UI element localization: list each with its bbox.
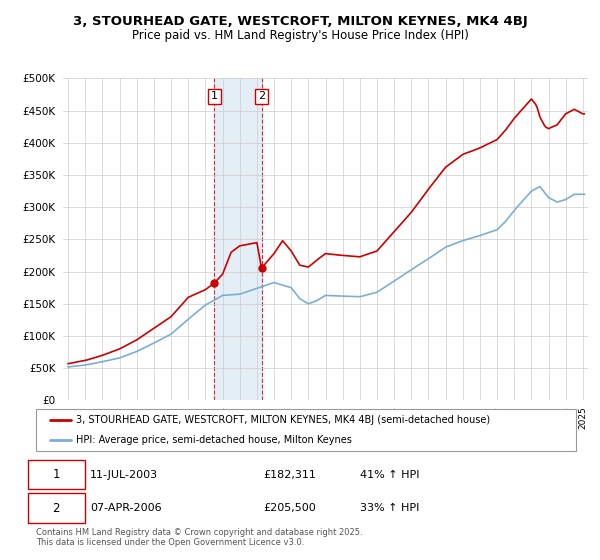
Text: 33% ↑ HPI: 33% ↑ HPI [360, 503, 419, 513]
Text: £182,311: £182,311 [263, 470, 316, 480]
Text: 07-APR-2006: 07-APR-2006 [90, 503, 161, 513]
Text: £205,500: £205,500 [263, 503, 316, 513]
Text: Price paid vs. HM Land Registry's House Price Index (HPI): Price paid vs. HM Land Registry's House … [131, 29, 469, 42]
Text: 1: 1 [53, 468, 60, 481]
Text: Contains HM Land Registry data © Crown copyright and database right 2025.
This d: Contains HM Land Registry data © Crown c… [36, 528, 362, 547]
Bar [214, 78, 262, 400]
Text: 41% ↑ HPI: 41% ↑ HPI [360, 470, 419, 480]
Text: 3, STOURHEAD GATE, WESTCROFT, MILTON KEYNES, MK4 4BJ: 3, STOURHEAD GATE, WESTCROFT, MILTON KEY… [73, 15, 527, 27]
Text: 3, STOURHEAD GATE, WESTCROFT, MILTON KEYNES, MK4 4BJ (semi-detached house): 3, STOURHEAD GATE, WESTCROFT, MILTON KEY… [77, 415, 491, 425]
FancyBboxPatch shape [28, 493, 85, 523]
Text: 2: 2 [258, 91, 265, 101]
Text: 11-JUL-2003: 11-JUL-2003 [90, 470, 158, 480]
Text: HPI: Average price, semi-detached house, Milton Keynes: HPI: Average price, semi-detached house,… [77, 435, 352, 445]
FancyBboxPatch shape [28, 460, 85, 489]
Text: 1: 1 [211, 91, 218, 101]
Text: 2: 2 [53, 502, 60, 515]
